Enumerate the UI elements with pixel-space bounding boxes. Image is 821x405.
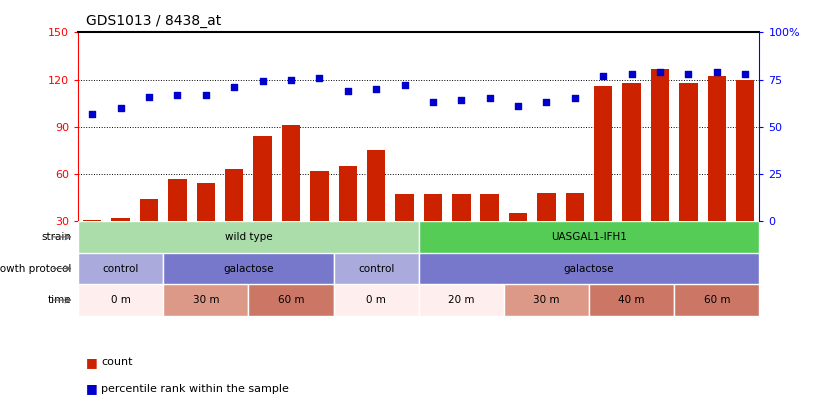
Bar: [367, 150, 385, 221]
Point: [682, 71, 695, 77]
Text: 30 m: 30 m: [533, 295, 560, 305]
Point: [511, 103, 525, 109]
Point: [114, 104, 127, 111]
Text: 40 m: 40 m: [618, 295, 645, 305]
Point: [342, 87, 355, 94]
Point: [313, 75, 326, 81]
Bar: [589, 284, 674, 316]
Point: [625, 71, 638, 77]
Bar: [333, 253, 419, 284]
Point: [200, 92, 213, 98]
Point: [369, 86, 383, 92]
Bar: [78, 253, 163, 284]
Bar: [651, 68, 669, 221]
Text: 0 m: 0 m: [366, 295, 386, 305]
Bar: [566, 193, 584, 221]
Bar: [83, 220, 102, 221]
Bar: [254, 136, 272, 221]
Bar: [736, 79, 754, 221]
Text: strain: strain: [41, 232, 71, 242]
Bar: [594, 86, 612, 221]
Bar: [504, 284, 589, 316]
Bar: [163, 284, 249, 316]
Bar: [419, 253, 759, 284]
Point: [85, 110, 99, 117]
Bar: [395, 194, 414, 221]
Text: 60 m: 60 m: [277, 295, 305, 305]
Point: [654, 69, 667, 75]
Point: [171, 92, 184, 98]
Bar: [140, 199, 158, 221]
Bar: [622, 83, 641, 221]
Bar: [679, 83, 698, 221]
Point: [284, 76, 297, 83]
Bar: [248, 284, 333, 316]
Point: [710, 69, 723, 75]
Text: UASGAL1-IFH1: UASGAL1-IFH1: [551, 232, 627, 242]
Point: [540, 99, 553, 105]
Bar: [112, 218, 130, 221]
Bar: [282, 125, 300, 221]
Bar: [674, 284, 759, 316]
Point: [568, 95, 581, 102]
Bar: [708, 77, 726, 221]
Bar: [196, 183, 215, 221]
Text: 30 m: 30 m: [192, 295, 219, 305]
Text: ■: ■: [86, 382, 98, 395]
Bar: [537, 193, 556, 221]
Text: count: count: [101, 358, 132, 367]
Bar: [452, 194, 470, 221]
Point: [142, 93, 155, 100]
Bar: [225, 169, 243, 221]
Point: [256, 78, 269, 85]
Text: control: control: [103, 264, 139, 273]
Point: [455, 97, 468, 104]
Text: wild type: wild type: [224, 232, 273, 242]
Bar: [78, 284, 163, 316]
Point: [398, 82, 411, 88]
Text: 0 m: 0 m: [111, 295, 131, 305]
Bar: [338, 166, 357, 221]
Text: GDS1013 / 8438_at: GDS1013 / 8438_at: [86, 14, 222, 28]
Bar: [310, 171, 328, 221]
Text: 20 m: 20 m: [448, 295, 475, 305]
Text: time: time: [48, 295, 71, 305]
Text: galactose: galactose: [564, 264, 614, 273]
Bar: [419, 284, 504, 316]
Text: galactose: galactose: [223, 264, 273, 273]
Point: [227, 84, 241, 90]
Bar: [419, 221, 759, 253]
Text: ■: ■: [86, 356, 98, 369]
Point: [426, 99, 439, 105]
Point: [739, 71, 752, 77]
Text: percentile rank within the sample: percentile rank within the sample: [101, 384, 289, 394]
Bar: [163, 253, 333, 284]
Bar: [424, 194, 443, 221]
Text: 60 m: 60 m: [704, 295, 730, 305]
Bar: [480, 194, 499, 221]
Point: [597, 72, 610, 79]
Bar: [333, 284, 419, 316]
Bar: [168, 179, 186, 221]
Text: control: control: [358, 264, 394, 273]
Bar: [78, 221, 419, 253]
Bar: [509, 213, 527, 221]
Point: [483, 95, 496, 102]
Text: growth protocol: growth protocol: [0, 264, 71, 273]
